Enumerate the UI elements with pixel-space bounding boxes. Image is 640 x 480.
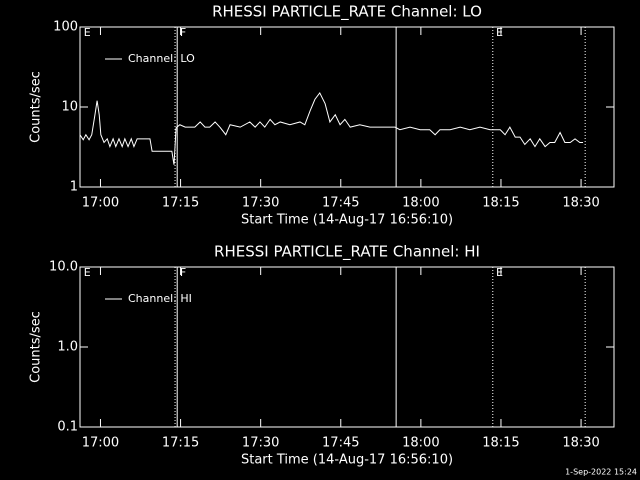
x-tick-label: 17:00 xyxy=(82,196,119,211)
y-tick-label: 1.0 xyxy=(57,340,78,355)
x-tick-label: 17:30 xyxy=(242,436,279,451)
x-tick-label: 17:00 xyxy=(82,436,119,451)
x-tick-label: 17:45 xyxy=(322,436,359,451)
chart-title: RHESSI PARTICLE_RATE Channel: LO xyxy=(212,3,482,22)
y-axis-label: Counts/sec xyxy=(29,71,44,143)
x-tick-label: 18:15 xyxy=(482,196,519,211)
x-tick-label: 17:15 xyxy=(162,196,199,211)
flag-label: E xyxy=(496,266,503,279)
x-tick-label: 17:30 xyxy=(242,196,279,211)
x-tick-label: 18:30 xyxy=(562,196,599,211)
x-axis-label: Start Time (14-Aug-17 16:56:10) xyxy=(241,453,453,468)
flag-label: E xyxy=(496,26,503,39)
y-tick-label: 100 xyxy=(53,20,78,35)
flag-label: F xyxy=(180,26,186,39)
data-line xyxy=(79,91,584,165)
legend-label: Channel: HI xyxy=(128,292,192,305)
y-axis-label: Counts/sec xyxy=(29,311,44,383)
plot-frame xyxy=(79,266,615,428)
footer: 1-Sep-2022 15:24 xyxy=(565,468,637,477)
x-tick-label: 18:30 xyxy=(562,436,599,451)
x-tick-label: 17:15 xyxy=(162,436,199,451)
flag-label: F xyxy=(180,266,186,279)
flag-label: E xyxy=(84,266,91,279)
x-tick-label: 18:15 xyxy=(482,436,519,451)
x-tick-label: 18:00 xyxy=(402,436,439,451)
flag-label: E xyxy=(84,26,91,39)
x-tick-label: 18:00 xyxy=(402,196,439,211)
legend-label: Channel: LO xyxy=(128,52,195,65)
y-tick-label: 10.0 xyxy=(49,260,78,275)
plot-frame xyxy=(79,26,615,188)
y-tick-label: 0.1 xyxy=(57,420,78,435)
x-tick-label: 17:45 xyxy=(322,196,359,211)
y-tick-label: 1 xyxy=(70,180,78,195)
chart-title: RHESSI PARTICLE_RATE Channel: HI xyxy=(214,243,480,262)
y-tick-label: 10 xyxy=(61,100,78,115)
x-axis-label: Start Time (14-Aug-17 16:56:10) xyxy=(241,213,453,228)
